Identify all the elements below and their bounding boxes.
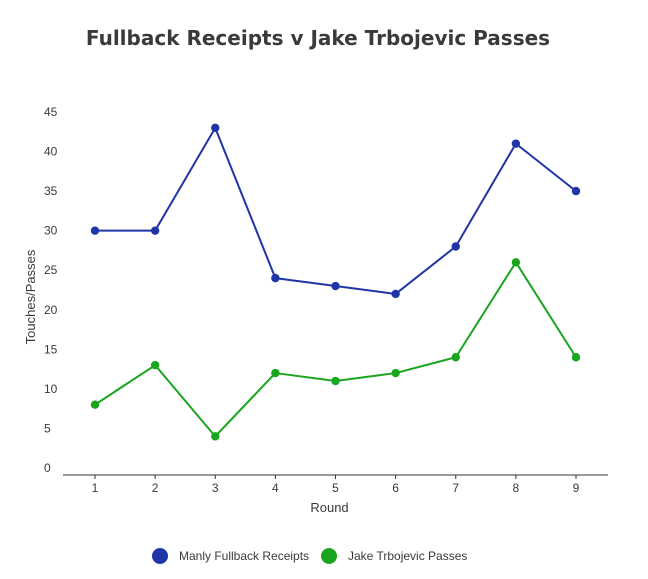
series-2-point (90, 400, 100, 409)
series-1-point (150, 226, 160, 235)
x-tick-label: 1 (92, 481, 99, 495)
y-tick-label: 0 (44, 461, 51, 475)
y-tick-label: 15 (44, 342, 58, 356)
series-1-point (511, 139, 521, 148)
series-2-point (571, 353, 581, 362)
series-2-point (391, 368, 400, 378)
x-tick-label: 8 (513, 481, 520, 495)
y-tick-label: 20 (44, 303, 58, 317)
series-2-point (451, 353, 460, 362)
series-1-point (211, 123, 220, 133)
series-layer (90, 123, 581, 441)
series-line-1 (95, 126, 577, 295)
legend-label-2: Jake Trbojevic Passes (348, 549, 467, 563)
y-axis-ticks: 0 5 10 15 20 25 30 35 40 45 (44, 105, 58, 475)
series-1-point (451, 242, 460, 251)
x-axis-ticks: 1 2 3 4 5 6 7 8 9 (92, 475, 580, 495)
series-1-point (331, 281, 340, 291)
y-axis-title: Touches/Passes (23, 249, 38, 344)
series-1-point (391, 289, 400, 299)
x-tick-label: 7 (452, 481, 459, 495)
x-tick-label: 9 (573, 481, 580, 495)
x-tick-label: 5 (332, 481, 339, 495)
legend: Manly Fullback Receipts Jake Trbojevic Pa… (152, 548, 467, 564)
series-1-point (271, 273, 280, 283)
y-tick-label: 5 (44, 421, 51, 435)
x-tick-label: 4 (272, 481, 279, 495)
series-2-point (211, 432, 220, 441)
series-2-point (271, 368, 280, 378)
y-tick-label: 40 (44, 145, 58, 159)
legend-marker-2 (321, 548, 337, 564)
y-tick-label: 25 (44, 263, 58, 277)
x-axis-title: Round (310, 500, 348, 515)
x-tick-label: 3 (212, 481, 219, 495)
series-1-point (90, 226, 100, 235)
legend-marker-1 (152, 548, 168, 564)
x-tick-label: 2 (152, 481, 159, 495)
chart-title: Fullback Receipts v Jake Trbojevic Passe… (85, 26, 551, 50)
y-tick-label: 30 (44, 224, 58, 238)
x-tick-label: 6 (392, 481, 399, 495)
y-tick-label: 35 (44, 184, 58, 198)
series-2-point (331, 376, 340, 386)
y-tick-label: 45 (44, 105, 58, 119)
y-tick-label: 10 (44, 382, 58, 396)
legend-label-1: Manly Fullback Receipts (179, 549, 309, 563)
series-2-point (150, 360, 160, 370)
series-1-point (571, 186, 581, 196)
series-2-point (511, 258, 521, 267)
